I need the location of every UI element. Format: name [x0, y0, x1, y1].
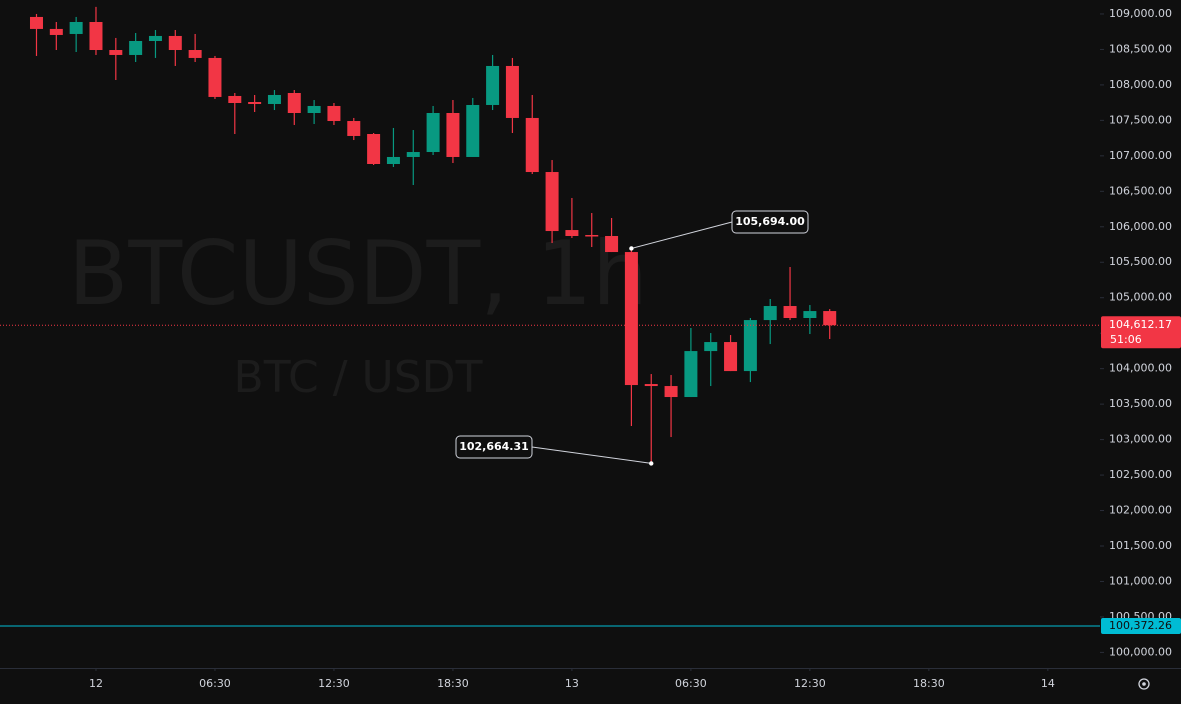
- candle-body: [148, 35, 162, 42]
- candle-body: [724, 342, 738, 372]
- candle-body: [545, 172, 559, 232]
- candle-body: [684, 351, 698, 398]
- x-tick-label: 12: [89, 677, 103, 690]
- y-tick-label: 107,000.00: [1109, 149, 1172, 162]
- candle-body: [585, 235, 599, 237]
- y-tick-label: 104,000.00: [1109, 362, 1172, 375]
- watermark: BTCUSDT, 1h: [68, 222, 648, 325]
- candle-body: [347, 121, 361, 136]
- candle-body: [267, 94, 281, 104]
- candle-body: [783, 306, 797, 319]
- annotation-point: [649, 461, 654, 466]
- y-tick-label: 106,000.00: [1109, 220, 1172, 233]
- candle-body: [406, 152, 420, 157]
- candle-body: [287, 92, 301, 114]
- candle-body: [466, 104, 480, 157]
- candle-body: [69, 21, 83, 34]
- alert-label: 100,372.26: [1109, 619, 1172, 632]
- candle-body: [49, 28, 63, 35]
- y-tick-label: 106,500.00: [1109, 184, 1172, 197]
- y-tick-label: 107,500.00: [1109, 113, 1172, 126]
- x-tick-label: 18:30: [437, 677, 469, 690]
- alert-box: [1101, 617, 1181, 634]
- candle-body: [129, 41, 143, 55]
- candle-body: [763, 306, 777, 321]
- candle-body: [743, 320, 757, 372]
- x-tick-label: 06:30: [675, 677, 707, 690]
- x-tick-label: 12:30: [318, 677, 350, 690]
- y-tick-label: 108,500.00: [1109, 42, 1172, 55]
- candle-body: [565, 230, 579, 237]
- candle-body: [228, 95, 242, 103]
- y-tick-label: 100,000.00: [1109, 645, 1172, 658]
- candle-body: [89, 21, 103, 51]
- last-price-box: [1101, 316, 1181, 349]
- annotation-box: [455, 435, 533, 459]
- y-tick-label: 109,000.00: [1109, 7, 1172, 20]
- candle-body: [486, 65, 500, 105]
- last-price-label: 104,612.17: [1109, 318, 1172, 331]
- candle-body: [327, 105, 341, 122]
- y-tick-label: 103,500.00: [1109, 397, 1172, 410]
- candle-body: [426, 113, 440, 153]
- candle-body: [188, 50, 202, 58]
- candle-body: [664, 386, 678, 398]
- settings-icon[interactable]: [1138, 678, 1150, 690]
- candle-body: [704, 342, 718, 352]
- candle-body: [386, 156, 400, 165]
- candle-body: [823, 311, 837, 326]
- candle-body: [505, 65, 519, 118]
- candle-body: [109, 50, 123, 55]
- annotation-point: [629, 246, 634, 251]
- y-tick-label: 101,000.00: [1109, 574, 1172, 587]
- y-tick-label: 108,000.00: [1109, 78, 1172, 91]
- candle-body: [367, 133, 381, 165]
- countdown: 51:06: [1110, 333, 1142, 346]
- candle-body: [307, 105, 321, 114]
- annotation-leader: [531, 446, 652, 464]
- candle-body: [624, 252, 638, 386]
- annotation-label: 102,664.31: [459, 440, 529, 453]
- candle-body: [605, 236, 619, 253]
- watermark-sub: BTC / USDT: [234, 352, 483, 403]
- candle-body: [248, 102, 262, 104]
- annotation-box: [731, 210, 809, 234]
- candle-body: [168, 35, 182, 51]
- x-tick-label: 06:30: [199, 677, 231, 690]
- annotation-leader: [631, 221, 733, 249]
- candle-body: [208, 57, 222, 97]
- candle-body: [803, 311, 817, 319]
- y-tick-label: 101,500.00: [1109, 539, 1172, 552]
- x-tick-label: 12:30: [794, 677, 826, 690]
- y-tick-label: 105,500.00: [1109, 255, 1172, 268]
- candle-body: [29, 16, 43, 29]
- candle-body: [525, 117, 539, 173]
- candle-body: [446, 113, 460, 157]
- y-tick-label: 102,000.00: [1109, 504, 1172, 517]
- y-tick-label: 105,000.00: [1109, 291, 1172, 304]
- annotation-label: 105,694.00: [735, 215, 805, 228]
- candle-body: [644, 384, 658, 387]
- x-tick-label: 13: [565, 677, 579, 690]
- x-tick-label: 18:30: [913, 677, 945, 690]
- x-tick-label: 14: [1041, 677, 1055, 690]
- y-tick-label: 103,000.00: [1109, 433, 1172, 446]
- y-tick-label: 102,500.00: [1109, 468, 1172, 481]
